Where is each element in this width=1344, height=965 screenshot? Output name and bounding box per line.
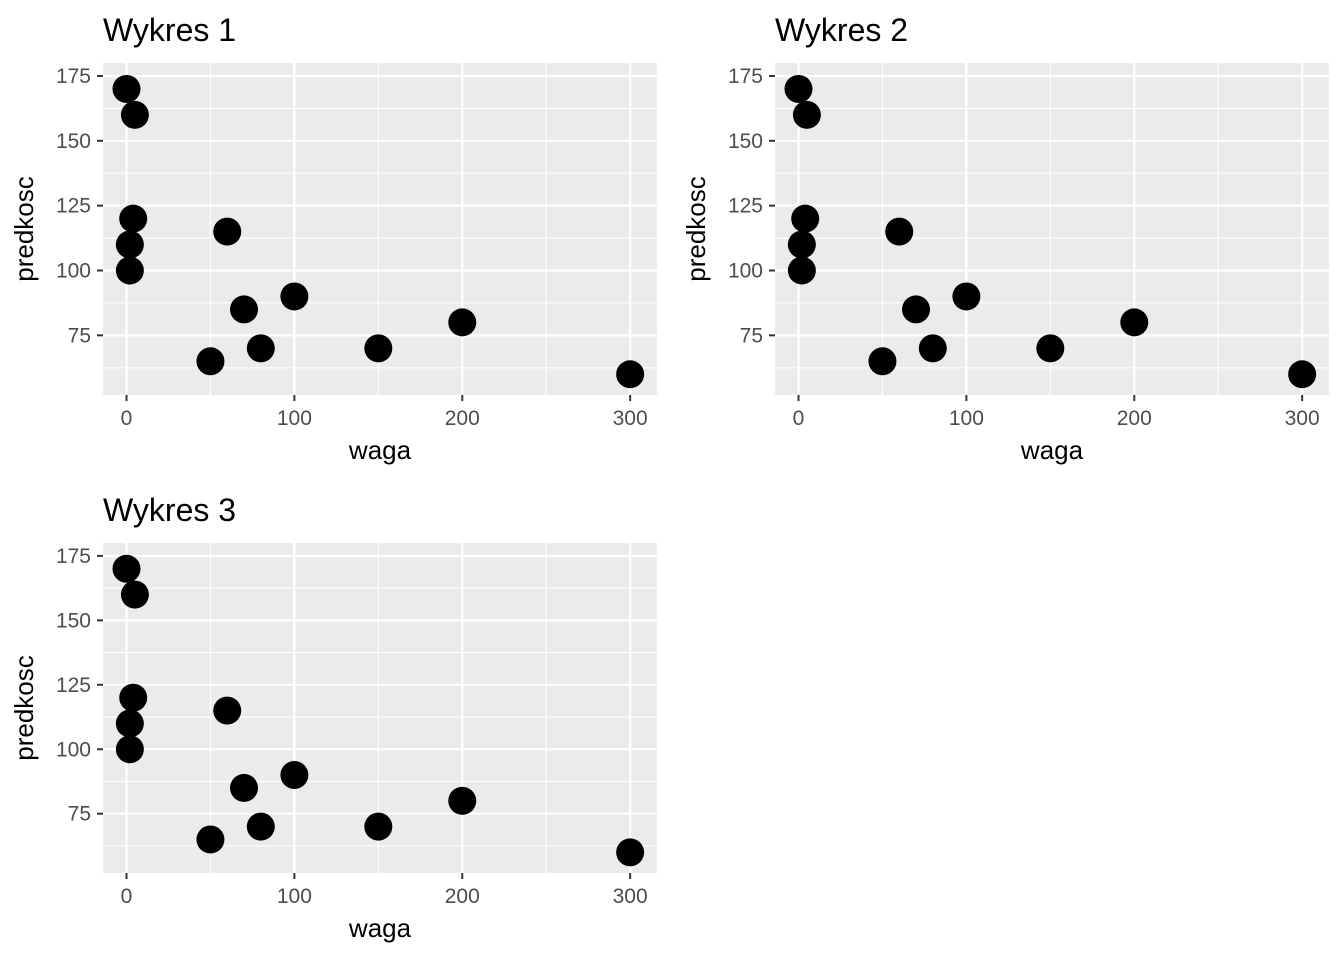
- data-point: [1036, 334, 1065, 363]
- data-point: [196, 347, 225, 376]
- x-tick-label: 100: [277, 407, 312, 430]
- data-point: [364, 334, 393, 363]
- y-tick-label: 125: [56, 195, 91, 218]
- x-tick-label: 300: [613, 885, 648, 908]
- y-axis-title: predkosc: [681, 176, 711, 282]
- y-tick-label: 150: [56, 609, 91, 632]
- y-tick-label: 100: [56, 260, 91, 283]
- x-axis-title: waga: [348, 913, 412, 943]
- data-point: [918, 334, 947, 363]
- y-tick-label: 100: [728, 260, 763, 283]
- y-tick-label: 100: [56, 738, 91, 761]
- data-point: [885, 217, 914, 246]
- data-point: [616, 838, 645, 867]
- y-tick-label: 75: [68, 324, 91, 347]
- data-point: [115, 709, 144, 738]
- x-axis-title: waga: [1020, 435, 1084, 465]
- data-point: [115, 256, 144, 285]
- data-point: [902, 295, 931, 324]
- data-point: [119, 683, 148, 712]
- x-tick-label: 0: [793, 407, 805, 430]
- data-point: [230, 773, 259, 802]
- data-point: [120, 580, 149, 609]
- x-tick-label: 200: [445, 885, 480, 908]
- data-point: [119, 204, 148, 233]
- x-tick-label: 0: [121, 407, 133, 430]
- data-point: [448, 308, 477, 337]
- x-tick-label: 0: [121, 885, 133, 908]
- data-point: [196, 825, 225, 854]
- chart-title: Wykres 3: [103, 492, 236, 528]
- data-point: [952, 282, 981, 311]
- data-point: [364, 812, 393, 841]
- data-point: [120, 100, 149, 129]
- chart-title: Wykres 2: [775, 12, 908, 48]
- data-point: [280, 282, 309, 311]
- y-axis-title: predkosc: [9, 176, 39, 282]
- x-tick-label: 300: [613, 407, 648, 430]
- y-tick-label: 175: [728, 65, 763, 88]
- data-point: [115, 230, 144, 259]
- scatter-panel-3: 0 100 200 300 75 100 125 150 175 Wykres 3 waga pred…: [9, 492, 657, 943]
- y-tick-label: 150: [728, 130, 763, 153]
- data-point: [1120, 308, 1149, 337]
- data-point: [246, 334, 275, 363]
- x-tick-label: 200: [445, 407, 480, 430]
- data-point: [213, 217, 242, 246]
- y-tick-label: 125: [56, 674, 91, 697]
- data-point: [280, 761, 309, 790]
- scatter-panel-2: 0 100 200 300 75 100 125 150 175 Wykres 2 waga pred…: [681, 12, 1329, 465]
- x-tick-label: 300: [1285, 407, 1320, 430]
- data-point: [1288, 360, 1317, 389]
- y-tick-label: 175: [56, 65, 91, 88]
- scatter-panel-1: 0 100 200 300 75 100 125 150 175 Wykres 1 waga pred…: [9, 12, 657, 465]
- y-tick-label: 150: [56, 130, 91, 153]
- data-point: [868, 347, 897, 376]
- data-point: [246, 812, 275, 841]
- data-point: [791, 204, 820, 233]
- y-axis-title: predkosc: [9, 655, 39, 761]
- x-tick-label: 100: [277, 885, 312, 908]
- data-point: [115, 735, 144, 764]
- data-point: [448, 786, 477, 815]
- chart-title: Wykres 1: [103, 12, 236, 48]
- data-point: [230, 295, 259, 324]
- data-point: [213, 696, 242, 725]
- x-tick-label: 100: [949, 407, 984, 430]
- data-point: [112, 554, 141, 583]
- x-axis-title: waga: [348, 435, 412, 465]
- y-tick-label: 75: [68, 803, 91, 826]
- x-tick-label: 200: [1117, 407, 1152, 430]
- y-tick-label: 125: [728, 195, 763, 218]
- data-point: [616, 360, 645, 389]
- data-point: [784, 74, 813, 103]
- data-point: [787, 256, 816, 285]
- y-tick-label: 175: [56, 545, 91, 568]
- data-point: [112, 74, 141, 103]
- data-point: [792, 100, 821, 129]
- y-tick-label: 75: [740, 324, 763, 347]
- data-point: [787, 230, 816, 259]
